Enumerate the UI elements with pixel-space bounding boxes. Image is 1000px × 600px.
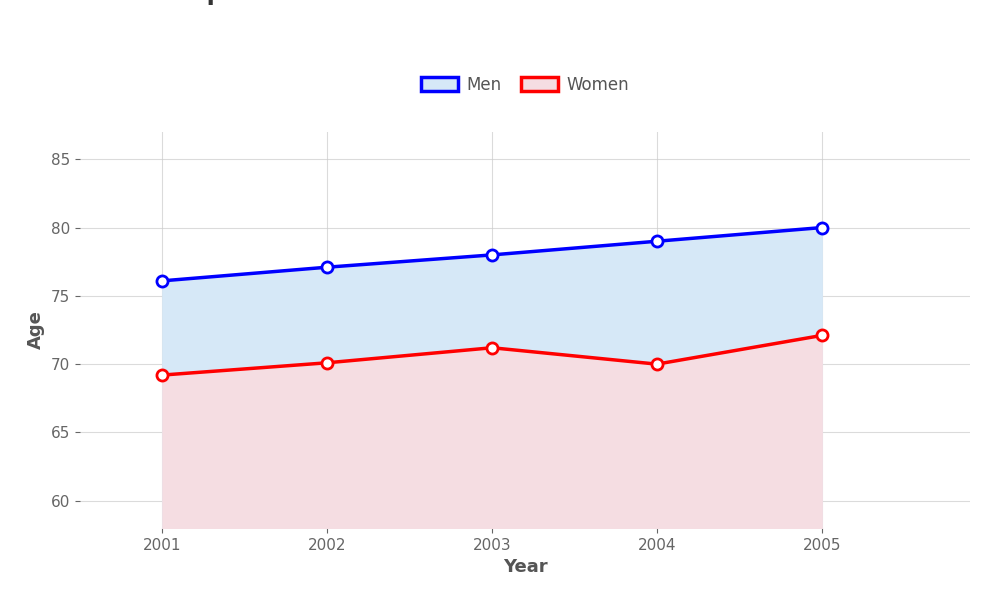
Legend: Men, Women: Men, Women xyxy=(414,69,636,100)
X-axis label: Year: Year xyxy=(503,558,547,576)
Y-axis label: Age: Age xyxy=(27,311,45,349)
Title: Lifespan in Wisconsin from 1976 to 1996: Men vs Women: Lifespan in Wisconsin from 1976 to 1996:… xyxy=(143,0,907,5)
